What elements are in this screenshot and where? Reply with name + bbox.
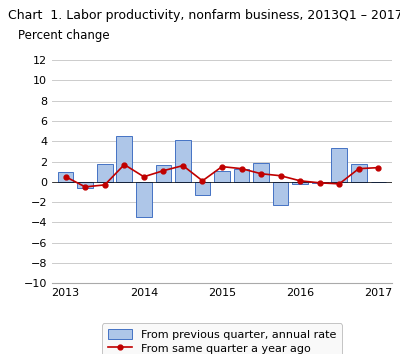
Bar [58, 172, 74, 182]
Bar [136, 182, 152, 217]
Text: Chart  1. Labor productivity, nonfarm business, 2013Q1 – 2017Q1: Chart 1. Labor productivity, nonfarm bus… [8, 9, 400, 22]
Bar [332, 148, 347, 182]
Bar [292, 182, 308, 184]
Bar [214, 171, 230, 182]
Bar [97, 164, 112, 182]
Bar [156, 165, 171, 182]
Bar [78, 182, 93, 188]
Bar [273, 182, 288, 205]
Bar [351, 164, 366, 182]
Bar [175, 140, 191, 182]
Bar [253, 162, 269, 182]
Bar [312, 182, 328, 183]
Legend: From previous quarter, annual rate, From same quarter a year ago: From previous quarter, annual rate, From… [102, 323, 342, 354]
Bar [195, 182, 210, 195]
Text: Percent change: Percent change [18, 29, 110, 42]
Bar [234, 169, 249, 182]
Bar [116, 136, 132, 182]
